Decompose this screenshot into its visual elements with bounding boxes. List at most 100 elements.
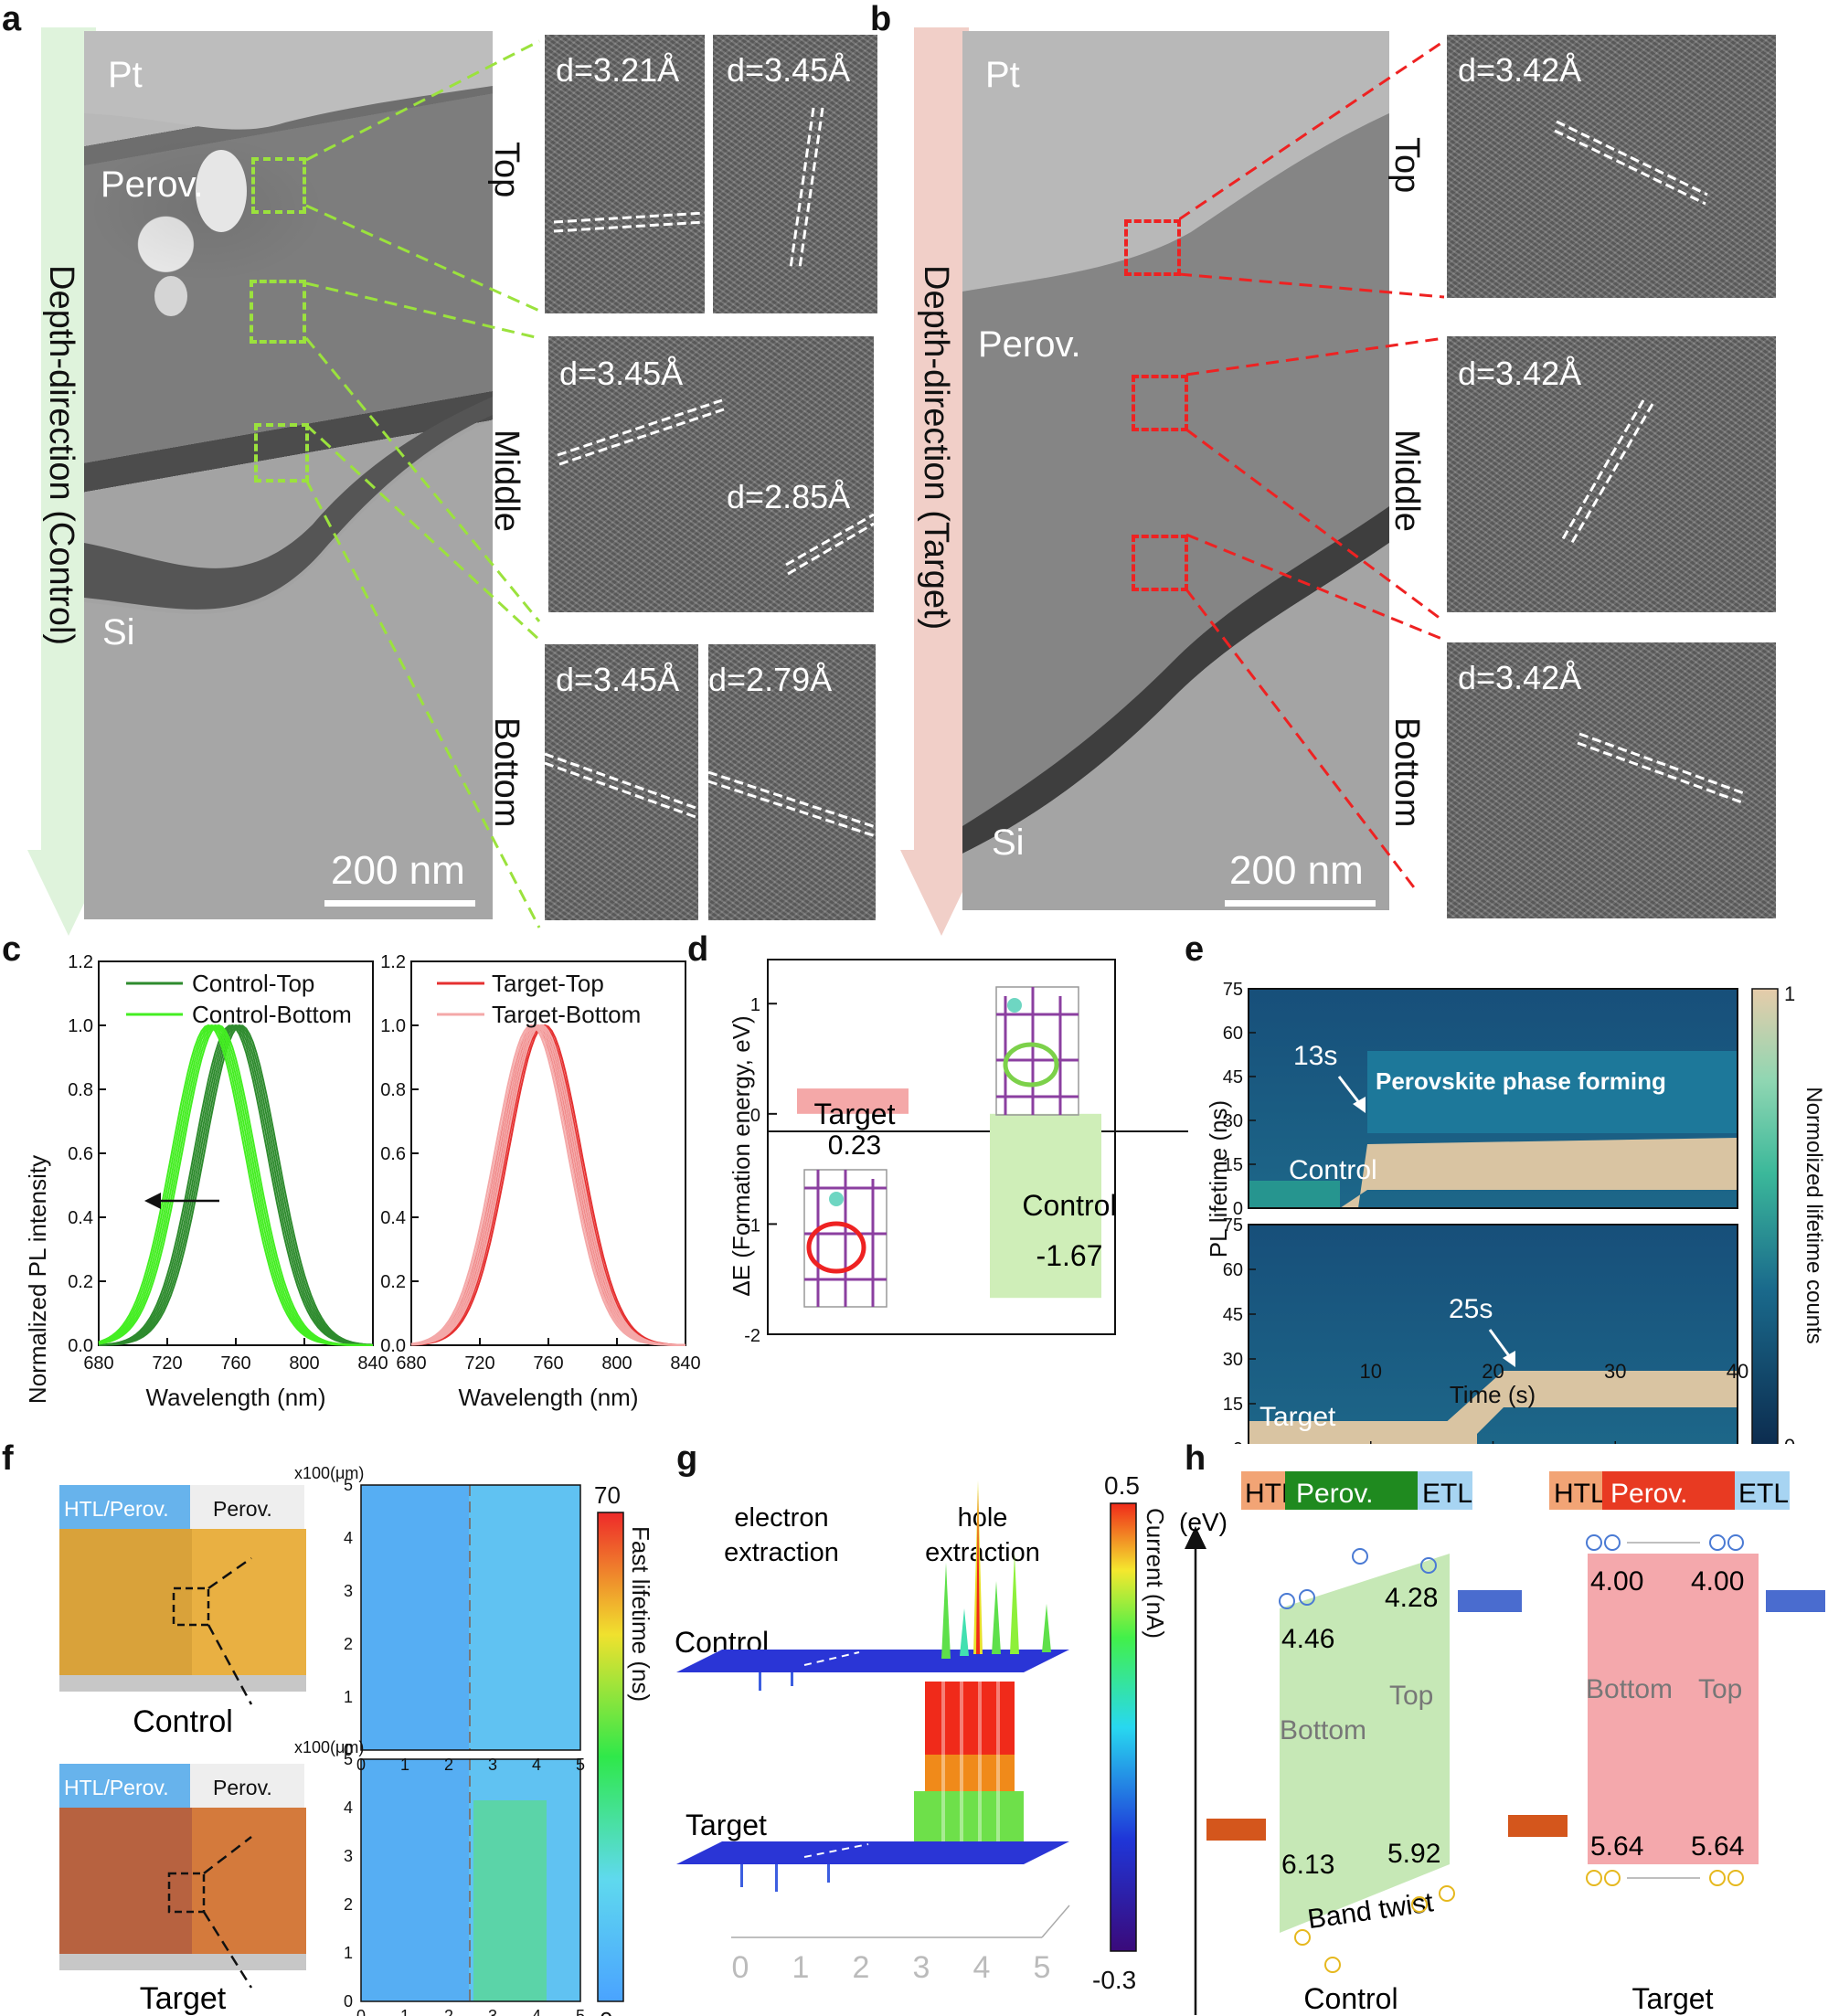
hrtem-control-bottom-right: d=2.79Å	[708, 644, 876, 920]
panel-b-label: b	[870, 0, 892, 38]
pl-curve-target-top	[410, 1024, 686, 1346]
band-diagram: HTL Perov. ETL HTL Perov. ETL (eV) 4.46 …	[1179, 1471, 1825, 2015]
lifetime-ytick-label: 60	[1223, 1260, 1243, 1280]
panel-f-label: f	[2, 1439, 14, 1478]
pl-curve-target-bottom	[410, 1024, 686, 1346]
afm-xtick-label: 2	[853, 1950, 870, 1985]
target-cb-top: 4.00	[1691, 1566, 1744, 1597]
cb-label: Normolized lifetime counts	[1801, 1087, 1826, 1343]
panel-e-label: e	[1185, 930, 1205, 969]
roi-target-top	[1124, 219, 1181, 276]
control-cb-bottom: 4.46	[1281, 1624, 1334, 1654]
heatmap-control-label: Control	[1289, 1155, 1377, 1185]
map-ytick-label: 2	[344, 1635, 353, 1653]
hrtem-control-top-left: d=3.21Å	[545, 35, 705, 313]
control-band	[1280, 1554, 1450, 1933]
map-ytick-label: 4	[344, 1529, 353, 1547]
phase-forming-label: Perovskite phase forming	[1376, 1067, 1666, 1095]
pl-ytick-label: 0.0	[380, 1336, 406, 1356]
map-unit-control: x100(μm)	[294, 1464, 364, 1482]
crystal-structure-control	[995, 986, 1079, 1116]
control-top-label: Top	[1389, 1681, 1433, 1711]
pl-curve-control-top	[98, 1024, 374, 1346]
blueshift-arrowhead	[144, 1193, 161, 1209]
target-bottom-label: Bottom	[1586, 1674, 1673, 1704]
panel-d-label: d	[687, 930, 709, 969]
cb-label: Fast lifetime (ns)	[627, 1526, 654, 1702]
map-xtick-label: 0	[356, 1756, 366, 1774]
control-perov-text: Perov.	[1296, 1479, 1373, 1509]
roi-control-top	[251, 157, 306, 214]
target-htl-tag	[1549, 1471, 1602, 1510]
pl-ytick-label: 1.2	[68, 952, 93, 972]
control-cb-top: 4.28	[1385, 1583, 1438, 1613]
map-ytick-label: 5	[344, 1476, 353, 1494]
control-etl-tag	[1418, 1471, 1472, 1510]
lifetime-ytick-label: 0	[1233, 1199, 1243, 1219]
control-hole-spikes	[941, 1480, 1051, 1659]
control-etl-level	[1458, 1590, 1522, 1612]
pl-curve-target-top	[410, 1024, 686, 1346]
current-colorbar	[1110, 1502, 1137, 1952]
pl-ytick-label: 0.2	[380, 1272, 406, 1292]
legend-control-bottom: Control-Bottom	[192, 1001, 352, 1028]
lifetime-xtick-label: 30	[1604, 1360, 1626, 1383]
control-perov-tag	[1285, 1471, 1418, 1510]
map-ytick-label: 3	[344, 1582, 353, 1600]
row-label-bottom-target: Bottom	[1387, 717, 1426, 828]
bar-control	[990, 1113, 1101, 1299]
pl-xtick-label: 760	[220, 1353, 250, 1374]
map-ytick-label: 5	[344, 1750, 353, 1768]
hr-label: d=3.45Å	[727, 51, 851, 89]
target-etl-tag	[1735, 1471, 1790, 1510]
control-diagram-label: Control	[1303, 1982, 1398, 2015]
cb-max: 70	[594, 1481, 621, 1509]
row-label-top-target: Top	[1387, 137, 1426, 194]
target-cb-bottom: 4.00	[1590, 1566, 1643, 1597]
map-xtick-label: 0	[356, 2007, 366, 2016]
depth-arrow-target	[900, 27, 983, 936]
hr-label: d=3.21Å	[556, 51, 680, 89]
lifetime-ytick-label: 30	[1223, 1350, 1243, 1370]
electron-extraction-label: extraction	[724, 1538, 839, 1567]
map-ytick-label: 3	[344, 1847, 353, 1865]
bar-target	[797, 1088, 909, 1114]
hr-label: d=3.42Å	[1458, 355, 1582, 392]
target-vb-bottom: 5.64	[1590, 1831, 1643, 1862]
control-bottom-label: Bottom	[1280, 1715, 1366, 1745]
fe-ytick-label: 1	[750, 995, 760, 1015]
target-htl-strip	[59, 1764, 190, 1808]
target-diagram-label: Target	[1632, 1982, 1714, 2015]
tem-image-control	[84, 31, 493, 919]
arrow-control-onset	[1337, 1076, 1362, 1105]
fe-ytick-label: 0	[750, 1106, 760, 1126]
map-ytick-label: 1	[344, 1944, 353, 1962]
control-htl-tag	[1241, 1471, 1285, 1510]
fast-lifetime-colorbar	[597, 1512, 624, 2002]
lifetime-ytick-label: 15	[1223, 1395, 1243, 1415]
panel-c-label: c	[2, 930, 22, 969]
legend-control-top: Control-Top	[192, 970, 314, 997]
pl-ytick-label: 0.6	[380, 1144, 406, 1164]
tem-target-si: Si	[992, 822, 1025, 863]
tem-target-scale: 200 nm	[1229, 848, 1364, 893]
pl-curve-target-bottom	[410, 1024, 686, 1346]
pl-xtick-label: 840	[670, 1353, 700, 1374]
lifetime-ytick-label: 45	[1223, 1305, 1243, 1325]
afm-xtick-label: 1	[792, 1950, 810, 1985]
fe-frame	[767, 959, 1116, 1335]
map-xtick-label: 3	[488, 1756, 497, 1774]
bar-target-value: 0.23	[828, 1130, 881, 1161]
control-htl-strip	[59, 1485, 190, 1529]
map-xtick-label: 2	[444, 2007, 453, 2016]
pl-xtick-label: 680	[396, 1353, 426, 1374]
pl-ytick-label: 1.0	[68, 1016, 93, 1036]
electron-label: electron	[734, 1503, 828, 1533]
target-top-label: Top	[1698, 1674, 1742, 1704]
afm-xtick-label: 4	[973, 1950, 991, 1985]
depth-label-target: Depth-direction (Target)	[917, 265, 955, 631]
afm-xtick-label: 3	[913, 1950, 930, 1985]
hole-label: hole	[958, 1503, 1008, 1533]
pl-ytick-label: 1.0	[380, 1016, 406, 1036]
cb-min: 0	[1784, 1435, 1795, 1444]
